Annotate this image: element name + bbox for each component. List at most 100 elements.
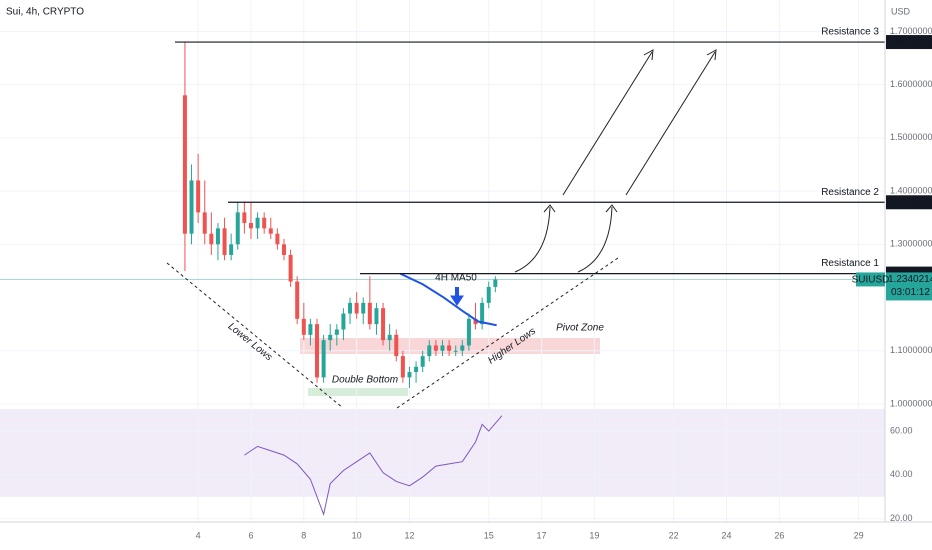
candle-body [440, 345, 445, 351]
resistance-name: Resistance 1 [821, 258, 879, 269]
candle-body [262, 217, 267, 229]
candle-body [321, 340, 326, 378]
candle-body [460, 345, 465, 351]
candle-body [394, 334, 399, 357]
candle-body [400, 356, 405, 378]
candle-body [341, 313, 346, 330]
annotation: Double Bottom [332, 375, 398, 386]
candle-body [334, 329, 339, 335]
double-bottom-box [308, 388, 408, 396]
currency: USD [891, 6, 911, 16]
arrow-head [643, 49, 654, 61]
candle-body [288, 254, 293, 282]
drawings [166, 49, 717, 409]
price-label-box [886, 195, 932, 210]
candle-body [215, 228, 220, 245]
arrow [577, 206, 613, 273]
candle-body [433, 345, 438, 351]
candle-body [275, 233, 280, 245]
x-tick-label: 10 [352, 530, 362, 540]
x-tick-label: 17 [537, 530, 547, 540]
candle-body [268, 228, 273, 234]
y-tick-label: 1.50000000 [890, 132, 932, 142]
y-tick-label: 1.70000000 [890, 26, 932, 36]
current-price-box [886, 272, 932, 301]
symbol-box [856, 272, 885, 287]
x-tick-label: 12 [404, 530, 414, 540]
candle-body [189, 180, 194, 234]
symbol-label: SUIUSD [852, 275, 890, 286]
candle-body [209, 233, 214, 245]
candle-body [255, 217, 260, 229]
y-tick-label: 1.00000000 [890, 398, 932, 408]
candle-body [367, 302, 372, 325]
candle-body [486, 286, 491, 303]
x-tick-label: 19 [589, 530, 599, 540]
price-label: 1.68000000 [888, 37, 932, 48]
ma-label: 4H MA50 [435, 273, 477, 284]
candle-body [248, 223, 253, 229]
candle-body [328, 334, 333, 341]
arrow [625, 51, 716, 196]
arrow [562, 51, 653, 196]
candle-body [407, 372, 412, 378]
x-tick-label: 8 [301, 530, 306, 540]
trend-line [396, 257, 619, 409]
arrow-head [543, 204, 556, 213]
rsi-tick-label: 20.00 [890, 513, 913, 523]
resistance-name: Resistance 3 [821, 27, 879, 38]
plot: Resistance 3 Resistance 2 Resistance 1 [175, 27, 885, 517]
trend-line [166, 262, 344, 409]
candle-body [281, 244, 286, 255]
candle-body [453, 350, 458, 352]
y-tick-label: 1.40000000 [890, 185, 932, 195]
candle-body [222, 228, 227, 255]
candle-body [295, 281, 300, 319]
x-tick-label: 24 [721, 530, 731, 540]
x-tick-label: 26 [774, 530, 784, 540]
candle-body [354, 302, 359, 314]
candle-body [381, 308, 386, 341]
arrow-head [605, 204, 618, 213]
candle-body [473, 318, 478, 325]
rsi-line [244, 415, 503, 517]
background [0, 0, 885, 522]
blue-arrow-head [450, 295, 464, 306]
x-tick-label: 15 [484, 530, 494, 540]
candle-body [315, 324, 320, 378]
candle-body [493, 279, 498, 287]
candle-body [196, 180, 201, 213]
annotation: Pivot Zone [556, 323, 604, 334]
candle-body [308, 324, 313, 335]
candle-body [182, 95, 187, 234]
countdown: 03:01:12 [891, 287, 930, 298]
resistance-name: Resistance 2 [821, 187, 879, 198]
candle-body [229, 244, 234, 255]
y-tick-label: 1.30000000 [890, 239, 932, 249]
candle-body [420, 356, 425, 367]
candle-body [427, 345, 432, 357]
candle-body [361, 302, 366, 314]
y-tick-label: 1.60000000 [890, 79, 932, 89]
candle-body [301, 318, 306, 335]
candle-body [374, 308, 379, 325]
rsi-band [0, 409, 885, 497]
rsi-tick-label: 40.00 [890, 469, 913, 479]
candle-body [414, 366, 419, 373]
current-price-label: 1.23402148 [888, 274, 932, 285]
chart-title: Sui, 4h, CRYPTO [6, 7, 84, 18]
candle-body [447, 345, 452, 351]
price-label-box [886, 35, 932, 50]
arrow-head [706, 49, 717, 61]
x-tick-label: 29 [854, 530, 864, 540]
annotation: Lower Lows [226, 321, 274, 363]
y-tick-label: 1.10000000 [890, 345, 932, 355]
candle-body [480, 302, 485, 325]
candle-body [242, 212, 247, 224]
candle-body [348, 302, 353, 314]
rsi-tick-label: 60.00 [890, 425, 913, 435]
arrow [514, 206, 551, 273]
